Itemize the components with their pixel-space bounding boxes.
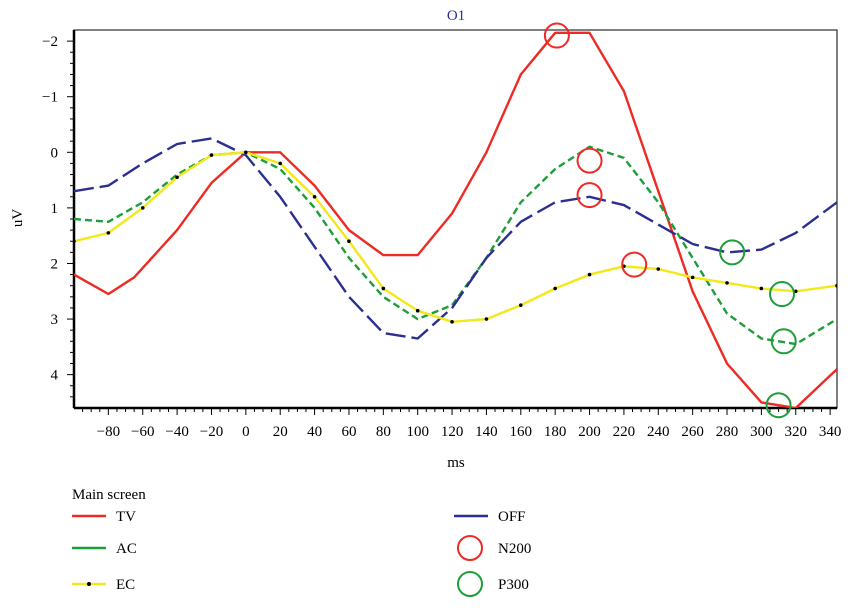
legend-label-off: OFF bbox=[498, 509, 526, 525]
x-tick-label: 300 bbox=[750, 424, 773, 440]
marker-p300 bbox=[770, 328, 797, 355]
series-point-ec bbox=[140, 206, 145, 210]
marker-n200 bbox=[621, 251, 648, 278]
x-tick-label: 20 bbox=[273, 424, 288, 440]
marker-n200 bbox=[576, 147, 603, 174]
x-tick-label: 260 bbox=[681, 424, 704, 440]
series-point-ec bbox=[175, 175, 179, 180]
legend-label-ec: EC bbox=[116, 577, 135, 593]
legend-swatch-dot bbox=[87, 582, 91, 586]
series-point-ec bbox=[835, 283, 837, 288]
x-tick-label: 340 bbox=[819, 424, 842, 440]
legend-swatch-n200 bbox=[457, 535, 483, 561]
x-tick-label: 0 bbox=[242, 424, 250, 440]
series-point-ec bbox=[484, 317, 489, 321]
marker-n200 bbox=[543, 22, 570, 49]
x-tick-label: −80 bbox=[97, 424, 120, 440]
marker-p300 bbox=[769, 281, 796, 308]
y-tick-label: 1 bbox=[51, 201, 59, 217]
series-point-ec bbox=[656, 267, 661, 271]
legend: Main screen TV AC OFF EC N200 P300 bbox=[72, 487, 531, 597]
x-tick-label: 60 bbox=[341, 424, 356, 440]
plot-frame bbox=[73, 29, 838, 409]
series-point-ec bbox=[587, 272, 592, 277]
x-tick-label: 40 bbox=[307, 424, 322, 440]
y-tick-label: 2 bbox=[51, 256, 59, 272]
legend-label-n200: N200 bbox=[498, 541, 531, 557]
x-tick-label: 80 bbox=[376, 424, 391, 440]
series-point-ec bbox=[312, 194, 317, 199]
y-tick-label: −2 bbox=[42, 34, 58, 50]
axes: −80 −60 −40 −20 0 20 40 60 80 100 120 140 160 180 200 2… bbox=[42, 29, 842, 440]
series-point-ec bbox=[278, 161, 283, 166]
marker-layer bbox=[543, 22, 797, 419]
x-tick-label: 180 bbox=[544, 424, 567, 440]
marker-n200 bbox=[576, 182, 603, 209]
series-point-ec bbox=[106, 231, 111, 235]
legend-label-p300: P300 bbox=[498, 577, 529, 593]
series-point-ec bbox=[244, 150, 248, 155]
y-tick-label: 4 bbox=[51, 368, 59, 384]
series-ec bbox=[74, 150, 837, 324]
x-tick-label: 200 bbox=[578, 424, 601, 440]
series-point-ec bbox=[450, 320, 454, 324]
series-line-ec bbox=[74, 151, 837, 323]
series-point-ec bbox=[690, 275, 695, 280]
y-axis-label: uV bbox=[10, 209, 26, 228]
series-point-ec bbox=[209, 153, 214, 157]
x-tick-label: 240 bbox=[647, 424, 670, 440]
series-off bbox=[74, 137, 837, 340]
series-point-ec bbox=[759, 286, 764, 291]
x-tick-label: 280 bbox=[716, 424, 739, 440]
legend-label-ac: AC bbox=[116, 541, 137, 557]
legend-swatch-p300 bbox=[457, 571, 483, 597]
series-tv bbox=[74, 31, 837, 408]
series-line-off bbox=[74, 137, 837, 340]
series-point-ec bbox=[725, 281, 729, 285]
series-line-tv bbox=[74, 31, 837, 408]
x-tick-label: −20 bbox=[200, 424, 223, 440]
y-tick-label: 3 bbox=[51, 312, 59, 328]
series-point-ec bbox=[519, 303, 523, 307]
series-point-ec bbox=[381, 286, 386, 291]
chart-title: O1 bbox=[447, 8, 465, 24]
x-tick-label: −40 bbox=[165, 424, 188, 440]
series-point-ec bbox=[347, 239, 351, 244]
legend-title: Main screen bbox=[72, 487, 146, 503]
x-tick-label: 220 bbox=[613, 424, 636, 440]
x-tick-label: 120 bbox=[441, 424, 464, 440]
series-point-ec bbox=[553, 286, 557, 291]
marker-p300 bbox=[719, 239, 746, 266]
y-tick-label: 0 bbox=[51, 145, 59, 161]
x-tick-label: −60 bbox=[131, 424, 154, 440]
legend-label-tv: TV bbox=[116, 509, 136, 525]
y-tick-label: −1 bbox=[42, 90, 58, 106]
series-point-ec bbox=[415, 308, 420, 313]
marker-p300 bbox=[765, 392, 792, 419]
series-layer bbox=[74, 31, 837, 408]
x-axis-label: ms bbox=[447, 455, 465, 471]
x-tick-label: 100 bbox=[406, 424, 429, 440]
x-tick-label: 320 bbox=[785, 424, 808, 440]
x-tick-label: 140 bbox=[475, 424, 498, 440]
series-point-ec bbox=[74, 239, 76, 244]
x-tick-label: 160 bbox=[510, 424, 533, 440]
